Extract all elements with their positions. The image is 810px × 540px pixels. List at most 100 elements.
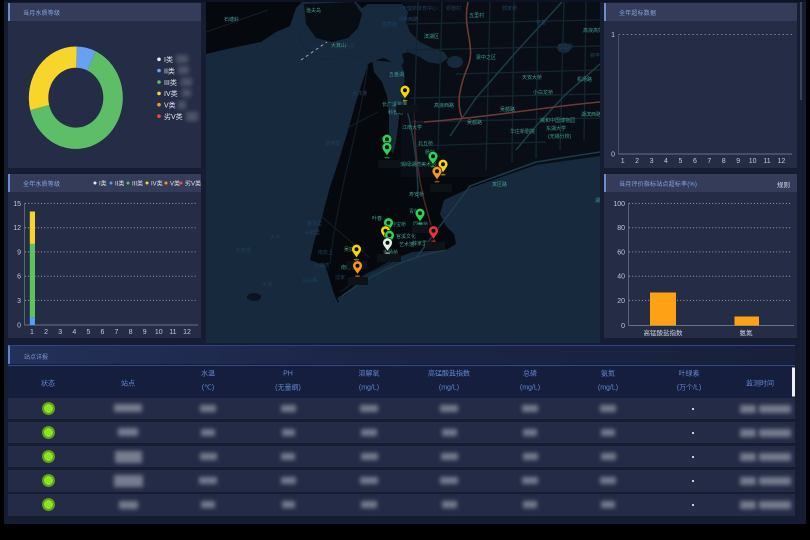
svg-text:监测时间: 监测时间 xyxy=(746,378,774,387)
svg-text:80: 80 xyxy=(617,225,625,232)
svg-text:天健新体育中心: 天健新体育中心 xyxy=(402,5,437,12)
svg-text:II类: II类 xyxy=(115,179,124,187)
svg-text:0: 0 xyxy=(611,152,615,159)
svg-text:III类: III类 xyxy=(164,78,177,87)
svg-text:大箕山: 大箕山 xyxy=(331,42,346,49)
svg-text:7: 7 xyxy=(707,158,711,165)
svg-text:石塘岭: 石塘岭 xyxy=(224,16,239,23)
svg-text:6: 6 xyxy=(101,329,105,336)
svg-text:小湖湾: 小湖湾 xyxy=(314,262,329,269)
svg-text:V类: V类 xyxy=(170,179,180,187)
svg-text:劣V类: 劣V类 xyxy=(164,112,183,121)
svg-text:艺术馆: 艺术馆 xyxy=(399,241,414,248)
svg-text:8: 8 xyxy=(129,329,133,336)
svg-text:华庄新剧院: 华庄新剧院 xyxy=(510,128,535,135)
svg-text:8: 8 xyxy=(722,158,726,165)
svg-text:1: 1 xyxy=(611,32,615,39)
svg-text:11: 11 xyxy=(169,329,176,336)
svg-text:PH: PH xyxy=(283,370,293,377)
svg-text:旺庄街: 旺庄街 xyxy=(558,43,573,50)
svg-text:4: 4 xyxy=(664,158,668,165)
svg-text:寅区路: 寅区路 xyxy=(492,181,507,188)
svg-text:小白龙桥: 小白龙桥 xyxy=(533,89,553,96)
svg-text:II类: II类 xyxy=(164,66,175,75)
svg-text:白石里: 白石里 xyxy=(305,229,320,236)
svg-text:15: 15 xyxy=(13,201,21,208)
svg-text:100: 100 xyxy=(613,201,625,208)
svg-text:氨氮: 氨氮 xyxy=(740,328,754,337)
svg-text:高锰酸盐指数: 高锰酸盐指数 xyxy=(428,368,470,377)
svg-text:3: 3 xyxy=(650,158,654,165)
svg-text:碧波里: 碧波里 xyxy=(325,140,340,147)
svg-text:大浮: 大浮 xyxy=(270,234,280,241)
svg-text:(无量纲): (无量纲) xyxy=(275,382,301,391)
svg-text:(mg/L): (mg/L) xyxy=(359,384,379,391)
svg-text:10: 10 xyxy=(155,329,163,336)
svg-text:童珠里: 童珠里 xyxy=(307,220,322,227)
svg-text:沈家: 沈家 xyxy=(335,274,345,281)
svg-text:东湖大学: 东湖大学 xyxy=(546,125,566,132)
svg-text:IV类: IV类 xyxy=(151,179,163,187)
svg-text:状态: 状态 xyxy=(41,378,55,387)
svg-text:(万个/L): (万个/L) xyxy=(677,383,702,391)
svg-text:叶春: 叶春 xyxy=(372,215,382,222)
svg-text:郭家桥: 郭家桥 xyxy=(502,5,517,12)
svg-text:机场路: 机场路 xyxy=(577,76,592,83)
svg-text:0: 0 xyxy=(17,323,21,330)
svg-text:12: 12 xyxy=(183,329,191,336)
svg-text:9: 9 xyxy=(736,158,740,165)
svg-text:40: 40 xyxy=(617,274,625,281)
svg-text:IV类: IV类 xyxy=(164,89,178,98)
svg-text:官溪文化: 官溪文化 xyxy=(396,233,416,240)
svg-text:1: 1 xyxy=(621,158,625,165)
svg-text:(无锡分校): (无锡分校) xyxy=(548,133,572,140)
svg-text:湖滨西路: 湖滨西路 xyxy=(581,111,600,118)
svg-text:(mg/L): (mg/L) xyxy=(439,384,459,391)
svg-text:5: 5 xyxy=(678,158,682,165)
svg-text:V类: V类 xyxy=(164,100,176,109)
svg-text:邓巷村: 邓巷村 xyxy=(446,5,461,12)
svg-text:I类: I类 xyxy=(99,179,107,187)
svg-text:五盎湖: 五盎湖 xyxy=(389,71,404,78)
svg-text:高锰酸盐指数: 高锰酸盐指数 xyxy=(644,328,684,337)
svg-text:5: 5 xyxy=(86,329,90,336)
svg-text:站点: 站点 xyxy=(121,378,135,387)
svg-text:青桥: 青桥 xyxy=(409,208,419,215)
svg-text:1: 1 xyxy=(30,329,34,336)
svg-text:为农: 为农 xyxy=(345,43,355,50)
svg-text:高浪西路: 高浪西路 xyxy=(434,102,454,109)
svg-text:(℃): (℃) xyxy=(202,384,215,391)
svg-text:叶绿素: 叶绿素 xyxy=(679,368,700,377)
svg-text:科普馆: 科普馆 xyxy=(388,109,403,116)
svg-text:叙丰里: 叙丰里 xyxy=(590,52,600,59)
svg-text:水温: 水温 xyxy=(201,368,215,377)
svg-text:溶解氧: 溶解氧 xyxy=(359,368,380,377)
svg-text:江南大学: 江南大学 xyxy=(402,124,422,131)
svg-text:吴都路: 吴都路 xyxy=(500,106,515,113)
svg-text:薛家里: 薛家里 xyxy=(412,240,427,247)
svg-text:南泉上: 南泉上 xyxy=(318,249,333,256)
svg-text:12: 12 xyxy=(13,225,21,232)
svg-text:高浪高架: 高浪高架 xyxy=(583,27,600,34)
svg-text:无锡绿湖湾美术馆: 无锡绿湖湾美术馆 xyxy=(396,161,436,168)
svg-text:梁中之区: 梁中之区 xyxy=(476,54,496,61)
svg-text:滨湖区: 滨湖区 xyxy=(424,33,439,40)
svg-text:6: 6 xyxy=(693,158,697,165)
svg-text:6: 6 xyxy=(17,274,21,281)
svg-text:12: 12 xyxy=(778,158,786,165)
svg-text:20: 20 xyxy=(617,298,625,305)
svg-text:7: 7 xyxy=(115,329,119,336)
svg-text:长广溪湿地: 长广溪湿地 xyxy=(382,101,407,108)
svg-text:隆秀路: 隆秀路 xyxy=(382,21,397,28)
svg-text:东蒋里: 东蒋里 xyxy=(236,247,251,254)
svg-text:劣V类: 劣V类 xyxy=(185,179,201,187)
svg-text:9: 9 xyxy=(143,329,147,336)
svg-text:(mg/L): (mg/L) xyxy=(520,384,540,391)
svg-text:2: 2 xyxy=(44,329,48,336)
svg-text:同梓桥: 同梓桥 xyxy=(413,221,428,228)
svg-text:吉杨桥: 吉杨桥 xyxy=(383,249,398,256)
svg-text:寿安桥: 寿安桥 xyxy=(409,191,424,198)
svg-text:60: 60 xyxy=(617,249,625,256)
svg-text:总磷: 总磷 xyxy=(523,368,537,377)
svg-text:(mg/L): (mg/L) xyxy=(598,384,618,391)
